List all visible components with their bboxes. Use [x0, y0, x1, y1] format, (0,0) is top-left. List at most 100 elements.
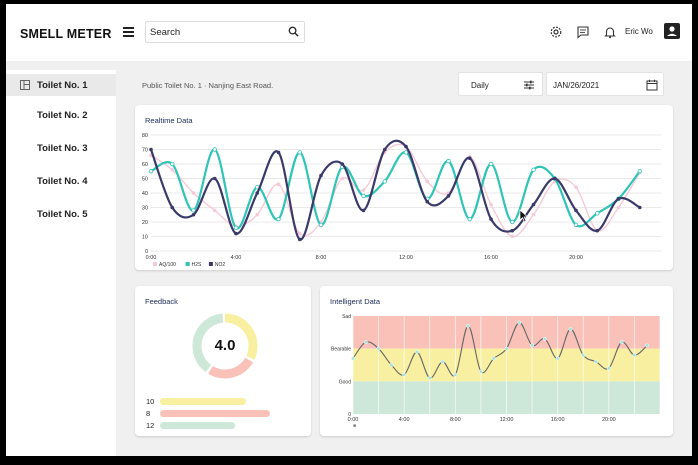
- data-point: [574, 208, 578, 213]
- chat-icon[interactable]: [576, 25, 590, 39]
- data-point: [574, 185, 578, 189]
- data-point: [212, 176, 217, 181]
- data-point: [191, 208, 196, 213]
- data-point: [478, 369, 483, 374]
- x-tick-label: 8:00: [316, 255, 327, 261]
- sidebar-item-toilet-4[interactable]: Toilet No. 4: [6, 170, 116, 192]
- data-point: [212, 208, 217, 213]
- settings-gear-icon[interactable]: [549, 25, 563, 39]
- x-tick-label: 16:00: [551, 417, 565, 423]
- data-point: [148, 169, 154, 174]
- data-point: [594, 359, 598, 364]
- sidebar-item-toilet-3[interactable]: Toilet No. 3: [6, 137, 116, 159]
- data-point: [382, 147, 387, 152]
- data-point: [531, 212, 536, 217]
- data-point: [645, 343, 650, 348]
- x-tick-label: 8:00: [450, 417, 461, 423]
- sidebar-item-label: Toilet No. 3: [37, 143, 88, 154]
- legend-marker: ■: [353, 423, 356, 429]
- data-point: [510, 234, 515, 239]
- data-point: [191, 212, 196, 217]
- data-point: [233, 225, 239, 230]
- feedback-donut-chart: [192, 313, 258, 379]
- y-tick-label: 50: [142, 177, 148, 183]
- data-point: [351, 356, 355, 361]
- search-icon[interactable]: [288, 26, 299, 37]
- search-input[interactable]: [146, 22, 276, 43]
- data-point: [276, 150, 281, 155]
- feedback-bar: [160, 422, 235, 429]
- legend-label: AQ/100: [159, 262, 176, 268]
- data-point: [446, 158, 451, 164]
- y-tick-label: 70: [142, 148, 148, 154]
- feedback-count: 12: [146, 421, 155, 430]
- data-point: [510, 228, 515, 233]
- tune-icon[interactable]: [523, 79, 535, 91]
- donut-slice: [192, 313, 258, 379]
- sidebar-item-label: Toilet No. 4: [37, 176, 88, 187]
- data-point: [568, 327, 573, 332]
- series-line-aq-100: [150, 143, 641, 238]
- data-point: [404, 144, 408, 149]
- series-line-no2: [149, 139, 641, 241]
- data-point: [632, 353, 637, 358]
- data-point: [530, 343, 535, 348]
- dashboard-icon: [20, 80, 30, 90]
- y-tick-label: 40: [142, 191, 148, 197]
- data-point: [467, 216, 472, 222]
- calendar-icon[interactable]: [646, 79, 658, 91]
- data-point: [446, 194, 451, 198]
- legend-swatch: [153, 262, 157, 266]
- feedback-bar: [160, 410, 270, 417]
- sidebar-item-toilet-5[interactable]: Toilet No. 5: [6, 203, 116, 225]
- period-select[interactable]: Daily: [458, 72, 543, 96]
- sidebar-item-toilet-2[interactable]: Toilet No. 2: [6, 104, 116, 126]
- sidebar-item-label: Toilet No. 1: [37, 80, 88, 91]
- data-point: [531, 167, 536, 173]
- data-point: [637, 205, 642, 210]
- data-point: [403, 150, 409, 155]
- data-point: [425, 199, 430, 204]
- sidebar-item-toilet-1[interactable]: Toilet No. 1: [6, 74, 116, 96]
- breadcrumb: Public Toilet No. 1 · Nanjing East Road.: [142, 81, 274, 90]
- data-point: [552, 176, 557, 181]
- donut-slice: [192, 313, 258, 379]
- y-tick-label: 30: [142, 206, 148, 212]
- realtime-title: Realtime Data: [145, 116, 193, 125]
- data-point: [363, 340, 368, 345]
- data-point: [402, 372, 407, 377]
- user-name[interactable]: Eric Wo: [625, 27, 653, 36]
- x-tick-label: 12:00: [399, 255, 413, 261]
- data-point: [212, 147, 217, 152]
- date-picker[interactable]: JAN/26/2021: [546, 72, 664, 96]
- data-point: [170, 161, 175, 167]
- feedback-count: 10: [146, 397, 155, 406]
- realtime-card: Realtime Data 0 10 20 30 40 50 60 70 80 0:00 4:00 8…: [135, 105, 673, 270]
- data-point: [191, 191, 196, 195]
- data-point: [425, 179, 430, 184]
- feedback-score: 4.0: [214, 337, 236, 354]
- legend-swatch: [208, 262, 213, 266]
- data-point: [361, 208, 366, 213]
- band-label: Sad: [342, 314, 351, 320]
- data-point: [340, 162, 345, 166]
- account-box-icon[interactable]: [664, 23, 680, 39]
- data-point: [606, 366, 611, 371]
- bell-icon[interactable]: [603, 25, 617, 39]
- y-tick-label: 80: [142, 133, 148, 139]
- x-tick-label: 0:00: [146, 255, 157, 261]
- data-point: [361, 193, 366, 199]
- data-point: [415, 349, 419, 354]
- x-tick-label: 12:00: [500, 417, 514, 423]
- x-tick-label: 20:00: [569, 255, 583, 261]
- menu-icon[interactable]: [123, 26, 136, 37]
- brand-logo: SMELL METER: [20, 27, 112, 41]
- sidebar: Toilet No. 1 Toilet No. 2 Toilet No. 3 T…: [6, 70, 116, 456]
- date-value: JAN/26/2021: [553, 81, 600, 90]
- feedback-card: Feedback 4.0 10 8 12: [135, 286, 311, 436]
- data-point: [488, 161, 494, 167]
- sidebar-item-label: Toilet No. 2: [37, 110, 88, 121]
- data-point: [504, 346, 509, 351]
- x-tick-label: 20:00: [602, 417, 616, 423]
- band-label: Good: [339, 379, 351, 385]
